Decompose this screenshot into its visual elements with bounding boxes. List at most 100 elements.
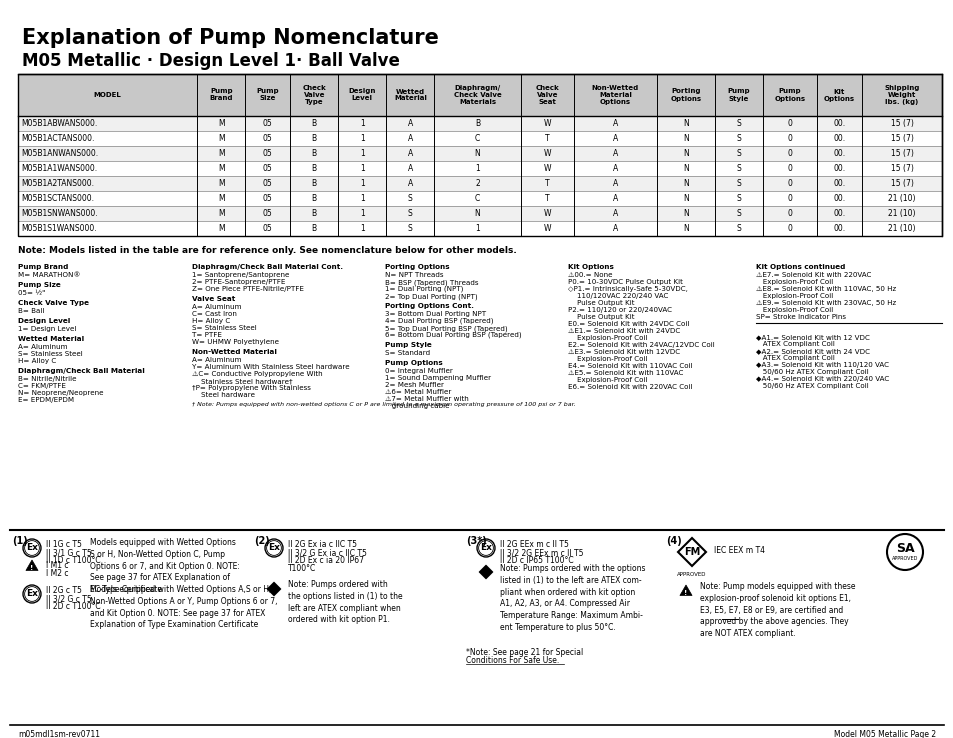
Text: A: A <box>612 179 618 188</box>
Text: A: A <box>407 164 413 173</box>
Text: APPROVED: APPROVED <box>677 572 706 577</box>
Text: II 2G c T5: II 2G c T5 <box>46 586 82 595</box>
Text: S= Standard: S= Standard <box>385 350 430 356</box>
Text: Note: Models listed in the table are for reference only. See nomenclature below : Note: Models listed in the table are for… <box>18 246 517 255</box>
Text: M05B1SCTANS000.: M05B1SCTANS000. <box>21 194 94 203</box>
Text: S: S <box>408 224 413 233</box>
Text: ⚠7= Metal Muffler with: ⚠7= Metal Muffler with <box>385 396 468 402</box>
Text: Pump
Options: Pump Options <box>774 89 804 102</box>
Text: T= PTFE: T= PTFE <box>192 332 222 338</box>
Text: A= Aluminum: A= Aluminum <box>192 304 241 310</box>
Text: B: B <box>475 119 479 128</box>
Text: Non-Wetted
Material
Options: Non-Wetted Material Options <box>591 85 639 105</box>
Text: A= Aluminum: A= Aluminum <box>18 344 68 350</box>
Text: 1: 1 <box>475 164 479 173</box>
Text: 2= Mesh Muffler: 2= Mesh Muffler <box>385 382 443 388</box>
Text: grounding cable: grounding cable <box>385 403 449 409</box>
Text: 15 (7): 15 (7) <box>889 119 912 128</box>
Text: 0: 0 <box>786 119 792 128</box>
Text: 05: 05 <box>263 134 273 143</box>
Text: B: B <box>312 119 316 128</box>
Text: M: M <box>218 179 225 188</box>
Text: m05mdl1sm-rev0711: m05mdl1sm-rev0711 <box>18 730 100 738</box>
Text: 00.: 00. <box>833 134 844 143</box>
Text: ⚠6= Metal Muffler: ⚠6= Metal Muffler <box>385 389 451 395</box>
Text: Pump
Style: Pump Style <box>726 89 749 102</box>
Text: Explosion-Proof Coil: Explosion-Proof Coil <box>567 335 647 341</box>
Text: A: A <box>612 224 618 233</box>
Text: B: B <box>312 149 316 158</box>
Text: N: N <box>682 119 688 128</box>
Text: 05: 05 <box>263 179 273 188</box>
Text: Conditions For Safe Use.: Conditions For Safe Use. <box>465 656 558 665</box>
Text: S: S <box>736 194 740 203</box>
Text: W: W <box>543 164 551 173</box>
Text: II 2D Ex c ia 20 IP67: II 2D Ex c ia 20 IP67 <box>288 556 364 565</box>
Text: 15 (7): 15 (7) <box>889 179 912 188</box>
Text: Models equipped with Wetted Options
S or H, Non-Wetted Option C, Pump
Options 6 : Models equipped with Wetted Options S or… <box>90 538 239 594</box>
Text: SP= Stroke Indicator Pins: SP= Stroke Indicator Pins <box>755 314 845 320</box>
Text: Pump Size: Pump Size <box>18 282 61 288</box>
Text: ⚠E8.= Solenoid Kit with 110VAC, 50 Hz: ⚠E8.= Solenoid Kit with 110VAC, 50 Hz <box>755 286 895 292</box>
Text: ⚠C= Conductive Polypropylene With: ⚠C= Conductive Polypropylene With <box>192 371 322 377</box>
Text: M05B1ACTANS000.: M05B1ACTANS000. <box>21 134 94 143</box>
Text: 15 (7): 15 (7) <box>889 134 912 143</box>
Text: SA: SA <box>895 542 913 554</box>
Text: E4.= Solenoid Kit with 110VAC Coil: E4.= Solenoid Kit with 110VAC Coil <box>567 363 692 369</box>
Text: Shipping
Weight
lbs. (kg): Shipping Weight lbs. (kg) <box>883 85 919 105</box>
Text: N= Neoprene/Neoprene: N= Neoprene/Neoprene <box>18 390 103 396</box>
Text: E= EPDM/EPDM: E= EPDM/EPDM <box>18 397 74 403</box>
Bar <box>18 74 941 116</box>
Text: *Note: See page 21 for Special: *Note: See page 21 for Special <box>465 648 582 657</box>
Text: Valve Seat: Valve Seat <box>192 296 235 302</box>
Text: N: N <box>682 224 688 233</box>
Text: 05: 05 <box>263 164 273 173</box>
Text: 00.: 00. <box>833 224 844 233</box>
Text: A: A <box>612 149 618 158</box>
Text: N: N <box>682 149 688 158</box>
Text: Non-Wetted Material: Non-Wetted Material <box>192 349 276 355</box>
Text: M: M <box>218 209 225 218</box>
Text: † Note: Pumps equipped with non-wetted options C or P are limited to a maximum o: † Note: Pumps equipped with non-wetted o… <box>192 402 575 407</box>
Text: Steel hardware: Steel hardware <box>192 392 254 398</box>
Text: 1: 1 <box>359 179 364 188</box>
Text: 05: 05 <box>263 194 273 203</box>
Text: M= MARATHON®: M= MARATHON® <box>18 272 80 278</box>
Text: II 3/2 2G EEx m c II T5: II 3/2 2G EEx m c II T5 <box>499 548 583 557</box>
Text: !: ! <box>30 565 33 570</box>
Bar <box>18 74 941 236</box>
Text: ⚠E5.= Solenoid Kit with 110VAC: ⚠E5.= Solenoid Kit with 110VAC <box>567 370 682 376</box>
Text: 0: 0 <box>786 164 792 173</box>
Text: ◆A1.= Solenoid Kit with 12 VDC: ◆A1.= Solenoid Kit with 12 VDC <box>755 334 869 340</box>
Text: ◇P1.= Intrinsically-Safe 5-30VDC,: ◇P1.= Intrinsically-Safe 5-30VDC, <box>567 286 687 292</box>
Text: B: B <box>312 224 316 233</box>
Text: Kit Options: Kit Options <box>567 264 613 270</box>
Text: 2: 2 <box>475 179 479 188</box>
Text: 21 (10): 21 (10) <box>887 224 915 233</box>
Text: C= FKM/PTFE: C= FKM/PTFE <box>18 383 66 389</box>
Text: Note: Pump models equipped with these
explosion-proof solenoid kit options E1,
E: Note: Pump models equipped with these ex… <box>700 582 855 638</box>
Text: II 1D c T100°C: II 1D c T100°C <box>46 556 100 565</box>
Text: S: S <box>736 119 740 128</box>
Text: Stainless Steel hardware†: Stainless Steel hardware† <box>192 378 293 384</box>
Text: M05 Metallic · Design Level 1· Ball Valve: M05 Metallic · Design Level 1· Ball Valv… <box>22 52 399 70</box>
Text: 5= Top Dual Porting BSP (Tapered): 5= Top Dual Porting BSP (Tapered) <box>385 325 507 331</box>
Text: 1= Design Level: 1= Design Level <box>18 326 76 332</box>
Text: Check Valve Type: Check Valve Type <box>18 300 89 306</box>
Text: Y= Aluminum With Stainless Steel hardware: Y= Aluminum With Stainless Steel hardwar… <box>192 364 349 370</box>
Text: Pulse Output Kit: Pulse Output Kit <box>567 300 634 306</box>
Text: E0.= Solenoid Kit with 24VDC Coil: E0.= Solenoid Kit with 24VDC Coil <box>567 321 689 327</box>
Text: M05B1A1WANS000.: M05B1A1WANS000. <box>21 164 97 173</box>
Text: Diaphragm/
Check Valve
Materials: Diaphragm/ Check Valve Materials <box>454 85 501 105</box>
Text: M05B1ABWANS000.: M05B1ABWANS000. <box>21 119 97 128</box>
Text: II 3/2 G c T5: II 3/2 G c T5 <box>46 594 91 603</box>
Text: ⚠E1.= Solenoid Kit with 24VDC: ⚠E1.= Solenoid Kit with 24VDC <box>567 328 679 334</box>
Text: Explosion-Proof Coil: Explosion-Proof Coil <box>567 377 647 383</box>
Text: 1: 1 <box>359 224 364 233</box>
Text: 1= Santoprene/Santoprene: 1= Santoprene/Santoprene <box>192 272 289 278</box>
Text: 0: 0 <box>786 179 792 188</box>
Text: Explosion-Proof Coil: Explosion-Proof Coil <box>755 307 832 313</box>
Text: 0: 0 <box>786 224 792 233</box>
Text: M05B1S1WANS000.: M05B1S1WANS000. <box>21 224 96 233</box>
Text: 1= Dual Porting (NPT): 1= Dual Porting (NPT) <box>385 286 463 292</box>
